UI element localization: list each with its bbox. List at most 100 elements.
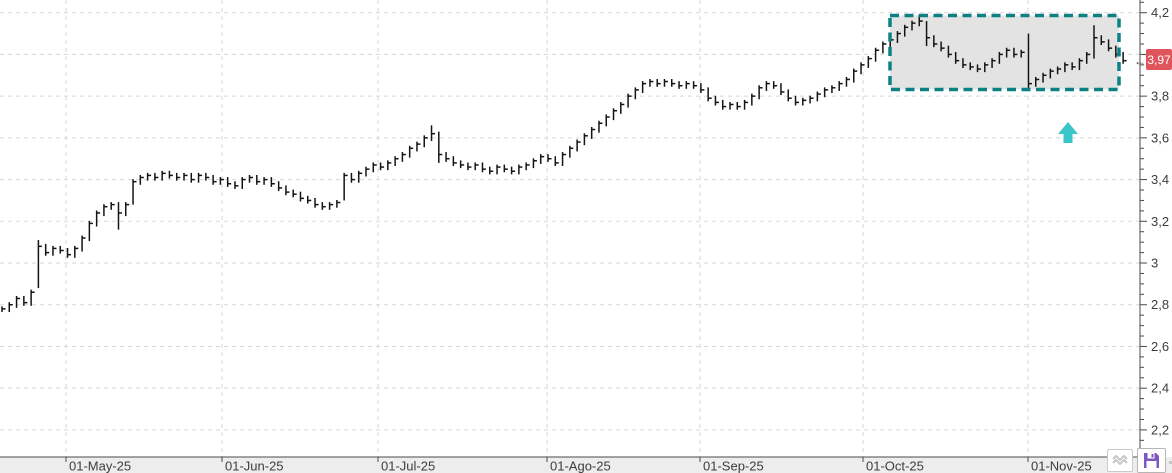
- ohlc-bar: [212, 174, 217, 185]
- ohlc-bar: [700, 83, 705, 94]
- ohlc-bar: [707, 87, 712, 102]
- ohlc-bar: [1122, 51, 1127, 64]
- ohlc-bar: [831, 85, 836, 94]
- ohlc-bar: [357, 170, 363, 183]
- up-arrow-annotation[interactable]: [1058, 122, 1078, 143]
- ohlc-bar: [663, 79, 668, 87]
- ohlc-bar: [241, 177, 246, 189]
- ohlc-bar: [285, 185, 290, 196]
- ohlc-bar: [903, 24, 909, 37]
- range-box-fill: [890, 15, 1119, 90]
- ohlc-bar: [1020, 49, 1025, 58]
- ohlc-bar: [772, 81, 778, 89]
- ohlc-bar: [307, 195, 312, 204]
- x-axis-scale[interactable]: 01-May-25 01-Jun-25 01-Jul-25 01-Ago-25 01-S…: [65, 457, 1092, 473]
- ohlc-bar: [132, 179, 137, 205]
- ohlc-bar: [860, 62, 865, 75]
- ohlc-bar: [947, 45, 952, 58]
- ohlc-bar: [802, 97, 807, 106]
- ohlc-bar: [1, 306, 6, 313]
- ohlc-bar: [678, 81, 683, 89]
- range-box-annotation[interactable]: [888, 13, 1121, 92]
- ohlc-bar: [438, 131, 443, 163]
- ohlc-bar: [751, 93, 756, 106]
- ohlc-bar: [8, 302, 13, 313]
- ohlc-bar: [627, 93, 632, 108]
- ohlc-bar: [15, 295, 21, 308]
- ohlc-bar: [940, 41, 945, 52]
- ohlc-bar: [44, 243, 50, 256]
- ohlc-bar: [314, 197, 319, 208]
- ohlc-bar: [874, 47, 880, 62]
- ohlc-bar: [1100, 35, 1105, 46]
- save-button[interactable]: [1137, 448, 1166, 473]
- ohlc-bar: [234, 181, 239, 189]
- ohlc-bar: [656, 79, 661, 87]
- partial-button-fragment: [1169, 461, 1172, 464]
- ohlc-bar: [226, 177, 232, 187]
- ohlc-bar: [66, 248, 72, 258]
- ohlc-bar: [554, 156, 559, 167]
- ohlc-bar: [641, 81, 647, 94]
- ohlc-bar: [1093, 25, 1098, 59]
- ohlc-bar: [59, 245, 64, 254]
- y-tick-label: 2,8: [1151, 297, 1169, 312]
- ohlc-bar: [103, 204, 108, 217]
- y-tick-label: 2,6: [1151, 339, 1169, 354]
- y-tick-label: 2,4: [1151, 381, 1169, 396]
- ohlc-bar: [692, 81, 698, 89]
- ohlc-bar: [401, 152, 406, 162]
- ohlc-bar: [976, 64, 982, 73]
- x-tick-label: 01-May-25: [69, 459, 131, 473]
- ohlc-bar: [183, 172, 188, 181]
- ohlc-bar: [561, 152, 567, 167]
- ohlc-bar: [794, 95, 800, 106]
- ohlc-bar: [998, 51, 1003, 64]
- ohlc-bar: [277, 181, 283, 192]
- ohlc-bar: [1071, 62, 1076, 71]
- ohlc-bar: [729, 101, 734, 110]
- ohlc-bar: [88, 220, 93, 242]
- ohlc-bar: [430, 125, 436, 141]
- ohlc-bar: [853, 68, 858, 83]
- ohlc-bar: [168, 170, 173, 179]
- x-tick-label: 01-Jul-25: [381, 459, 435, 473]
- x-tick-label: 01-Jun-25: [225, 459, 284, 473]
- ohlc-bar: [372, 162, 377, 173]
- ohlc-bar: [525, 162, 530, 171]
- ohlc-bar: [823, 87, 829, 98]
- ohlc-bar: [459, 160, 465, 169]
- ohlc-bar: [1005, 47, 1011, 58]
- ohlc-bar: [1042, 72, 1047, 83]
- ohlc-bar: [139, 174, 144, 185]
- ohlc-bar: [474, 162, 479, 171]
- ohlc-bar: [896, 31, 901, 43]
- ohlc-bar: [81, 235, 86, 252]
- ohlc-bar: [292, 189, 297, 198]
- ohlc-bar: [379, 162, 385, 171]
- ohlc-bar: [37, 240, 42, 289]
- ohlc-bar: [146, 172, 152, 181]
- ohlc-bar: [263, 177, 268, 185]
- ohlc-bar: [736, 101, 741, 110]
- ohlc-bars: [1, 14, 1127, 313]
- ohlc-bar: [154, 172, 159, 181]
- ohlc-bar: [350, 172, 355, 183]
- ohlc-bar: [197, 172, 203, 183]
- x-tick-label: 01-Nov-25: [1031, 459, 1092, 473]
- ohlc-bar: [685, 81, 690, 89]
- y-tick-label: 4,2: [1151, 5, 1169, 20]
- last-price-tag: 3,97: [1146, 49, 1172, 70]
- auto-scale-button[interactable]: [1107, 449, 1133, 472]
- ohlc-bar: [882, 41, 887, 54]
- ohlc-bar: [867, 56, 872, 68]
- ohlc-bar: [219, 177, 224, 185]
- ohlc-bar: [969, 62, 974, 71]
- ohlc-bar: [445, 152, 450, 162]
- ohlc-bar: [933, 35, 938, 48]
- y-axis-scale[interactable]: 4,243,83,63,43,232,82,62,42,2: [1140, 1, 1169, 452]
- ohlc-bar: [452, 156, 457, 167]
- ohlc-bar: [962, 58, 967, 68]
